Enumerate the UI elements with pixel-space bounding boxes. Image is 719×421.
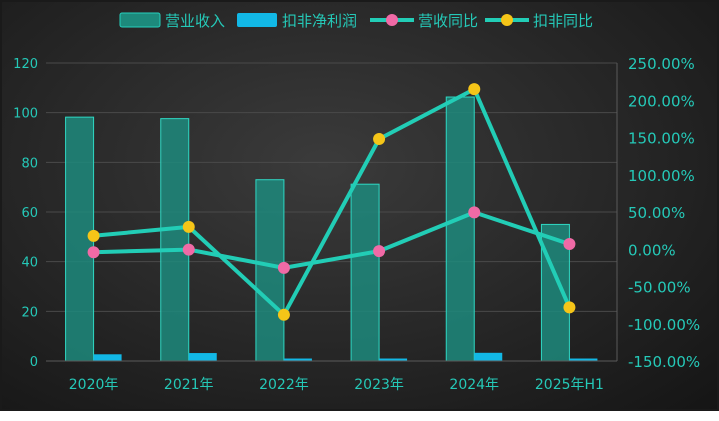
legend-marker-revenue-yoy: [386, 14, 398, 26]
series-line-profit-yoy: [93, 87, 572, 317]
bar-revenue: [350, 183, 380, 362]
y-right-tick-label: 0.00%: [628, 241, 676, 259]
y-right-tick-label: -50.00%: [628, 279, 691, 297]
legend-label-revenue-yoy: 营收同比: [418, 12, 478, 30]
y-right-tick-label: 100.00%: [628, 167, 695, 185]
y-right-tick-label: 150.00%: [628, 130, 695, 148]
y-left-tick-label: 120: [13, 57, 38, 72]
point-revenue-yoy: [277, 261, 290, 274]
point-revenue-yoy: [87, 246, 100, 259]
legend-item-profit-yoy[interactable]: 扣非同比: [485, 12, 593, 30]
bar-revenue: [160, 118, 190, 362]
x-tick-label: 2021年: [164, 377, 214, 393]
legend-swatch-revenue: [119, 12, 161, 28]
y-left-tick-label: 80: [21, 156, 38, 171]
point-profit-yoy: [468, 83, 481, 96]
bar-profit: [379, 358, 408, 361]
bar-profit: [474, 352, 503, 361]
chart: 0 20 40 60 80 100 120 -150.00% -100.00% -50.00% 0.…: [13, 12, 700, 393]
x-tick-label: 2025年H1: [535, 377, 604, 393]
y-left-tick-label: 40: [21, 256, 38, 271]
series-line-revenue-yoy: [93, 210, 571, 270]
legend-item-revenue[interactable]: 营业收入: [119, 12, 225, 30]
legend-label-profit: 扣非净利润: [282, 12, 357, 30]
legend-item-revenue-yoy[interactable]: 营收同比: [370, 12, 478, 30]
point-revenue-yoy: [182, 243, 195, 256]
point-profit-yoy: [373, 132, 386, 145]
x-tick-label: 2020年: [69, 377, 119, 393]
y-right-tick-label: 200.00%: [628, 92, 695, 110]
bar-revenue: [445, 96, 475, 362]
x-tick-label: 2022年: [259, 377, 309, 393]
y-right-tick-label: -150.00%: [628, 353, 700, 371]
legend-label-revenue: 营业收入: [165, 12, 225, 30]
y-right-tick-label: -100.00%: [628, 316, 700, 334]
point-revenue-yoy: [563, 238, 576, 251]
lines: [93, 87, 572, 317]
axes: 0 20 40 60 80 100 120 -150.00% -100.00% -50.00% 0.…: [13, 55, 700, 393]
bar-profit: [188, 353, 217, 361]
point-profit-yoy: [563, 301, 576, 314]
grid: [46, 62, 617, 362]
y-left-tick-label: 20: [21, 305, 38, 320]
bars: [65, 96, 598, 362]
y-right-tick-label: 50.00%: [628, 204, 685, 222]
point-revenue-yoy: [468, 206, 481, 219]
y-left-tick-label: 0: [30, 355, 38, 370]
y-left-tick-label: 100: [13, 107, 38, 122]
legend-swatch-profit: [237, 13, 277, 27]
x-tick-label: 2024年: [449, 377, 499, 393]
legend-item-profit[interactable]: 扣非净利润: [237, 12, 357, 30]
bar-profit: [283, 358, 312, 361]
y-right-tick-label: 250.00%: [628, 55, 695, 73]
point-profit-yoy: [277, 308, 290, 321]
bar-profit: [93, 354, 122, 361]
point-revenue-yoy: [373, 245, 386, 258]
point-profit-yoy: [87, 229, 100, 242]
points: [87, 83, 576, 321]
x-tick-label: 2023年: [354, 377, 404, 393]
legend-label-profit-yoy: 扣非同比: [533, 12, 593, 30]
chart-container: 0 20 40 60 80 100 120 -150.00% -100.00% -50.00% 0.…: [0, 0, 719, 411]
y-left-tick-label: 60: [21, 206, 38, 221]
legend-marker-profit-yoy: [501, 14, 513, 26]
bar-profit: [569, 358, 598, 361]
legend: 营业收入 扣非净利润 营收同比 扣非同比: [119, 12, 593, 30]
point-profit-yoy: [182, 220, 195, 233]
